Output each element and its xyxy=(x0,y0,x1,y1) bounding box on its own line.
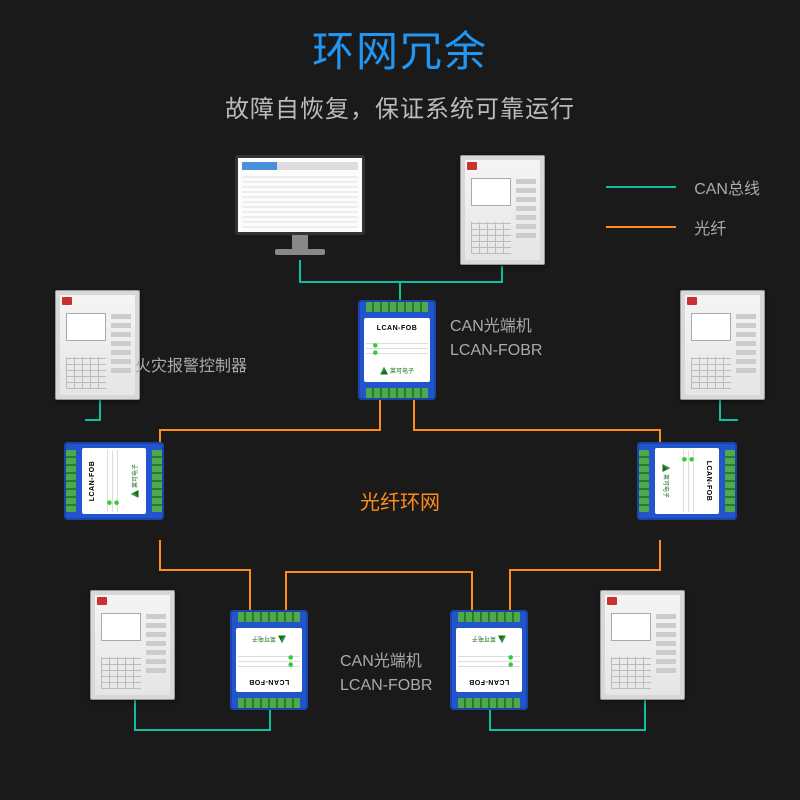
fire-alarm-panel-bottom-right xyxy=(600,590,685,700)
fire-alarm-panel-bottom-left xyxy=(90,590,175,700)
ring-center-label: 光纤环网 xyxy=(360,488,440,518)
lcan-device-right: LCAN-FOB 莱可电子 xyxy=(637,442,737,520)
can-optical-label-bottom: CAN光端机 LCAN-FOBR xyxy=(340,650,432,698)
lcan-brand: 莱可电子 xyxy=(252,635,286,644)
can-optical-b-line1: CAN光端机 xyxy=(340,653,422,670)
can-optical-label-top: CAN光端机 LCAN-FOBR xyxy=(450,315,542,363)
fire-alarm-panel-right xyxy=(680,290,765,400)
lcan-model: LCAN-FOB xyxy=(469,678,510,685)
lcan-model: LCAN-FOB xyxy=(89,461,96,502)
alarm-controller-label: 火灾报警控制器 xyxy=(135,355,247,379)
lcan-device-bottom-left: LCAN-FOB 莱可电子 xyxy=(230,610,308,710)
lcan-device-left: LCAN-FOB 莱可电子 xyxy=(64,442,164,520)
lcan-brand: 莱可电子 xyxy=(130,464,139,498)
lcan-device-top: LCAN-FOB 莱可电子 xyxy=(358,300,436,400)
lcan-brand: 莱可电子 xyxy=(380,366,414,375)
can-optical-b-line2: LCAN-FOBR xyxy=(340,677,432,694)
monitor-screen xyxy=(235,155,365,235)
fire-alarm-panel-left xyxy=(55,290,140,400)
lcan-device-bottom-right: LCAN-FOB 莱可电子 xyxy=(450,610,528,710)
monitor-workstation xyxy=(235,155,365,260)
lcan-model: LCAN-FOB xyxy=(249,678,290,685)
monitor-stand xyxy=(292,235,308,249)
can-optical-line1: CAN光端机 xyxy=(450,318,532,335)
lcan-brand: 莱可电子 xyxy=(472,635,506,644)
lcan-model: LCAN-FOB xyxy=(705,461,712,502)
lcan-model: LCAN-FOB xyxy=(377,325,418,332)
lcan-brand: 莱可电子 xyxy=(662,464,671,498)
can-optical-line2: LCAN-FOBR xyxy=(450,342,542,359)
fire-alarm-panel-top xyxy=(460,155,545,265)
monitor-base xyxy=(275,249,325,255)
